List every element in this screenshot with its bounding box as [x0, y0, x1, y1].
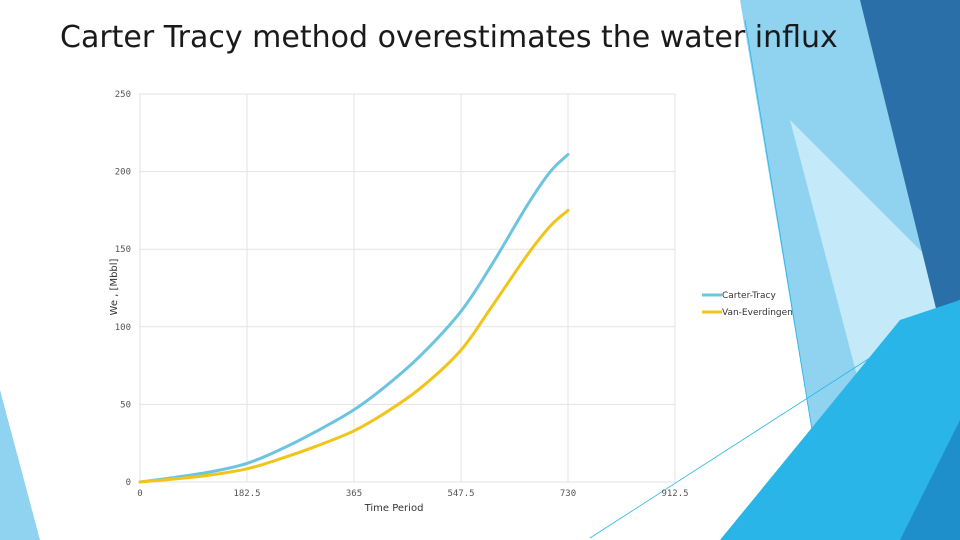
plot-frame [139, 93, 676, 483]
x-tick-label: 730 [560, 489, 576, 499]
x-tick-label: 547.5 [447, 489, 474, 499]
bottom-mid-shape [720, 300, 960, 540]
bottom-deep-shape [900, 420, 960, 540]
chart-legend: Carter-Tracy Van-Everdingen [702, 291, 793, 318]
y-tick-label: 50 [120, 400, 131, 410]
slide-title: Carter Tracy method overestimates the wa… [60, 20, 838, 55]
y-tick-label: 200 [115, 168, 131, 178]
decor-line-2 [744, 19, 831, 540]
chart-grid [139, 93, 676, 483]
legend-label: Van-Everdingen [722, 308, 793, 318]
x-tick-label: 0 [137, 489, 142, 499]
chart-ticks: 0 50 100 150 200 250 0 182.5 365 547.5 730 912.5 [115, 90, 689, 499]
x-tick-label: 182.5 [233, 489, 260, 499]
series-line-carter-tracy [138, 153, 570, 484]
x-tick-label: 365 [346, 489, 362, 499]
legend-label: Carter-Tracy [722, 291, 776, 301]
decor-line-1 [589, 299, 960, 539]
y-axis-label: We , [Mbbl] [109, 258, 120, 315]
left-corner-shape [0, 390, 40, 540]
x-tick-label: 912.5 [661, 489, 688, 499]
right-dark-shape [860, 0, 960, 345]
y-tick-label: 100 [115, 323, 131, 333]
y-tick-label: 250 [115, 90, 131, 100]
x-axis-label: Time Period [364, 503, 424, 514]
series-line-van-everdingen [138, 208, 570, 484]
y-tick-label: 0 [126, 478, 131, 488]
chart-series [138, 153, 570, 484]
y-tick-label: 150 [115, 245, 131, 255]
